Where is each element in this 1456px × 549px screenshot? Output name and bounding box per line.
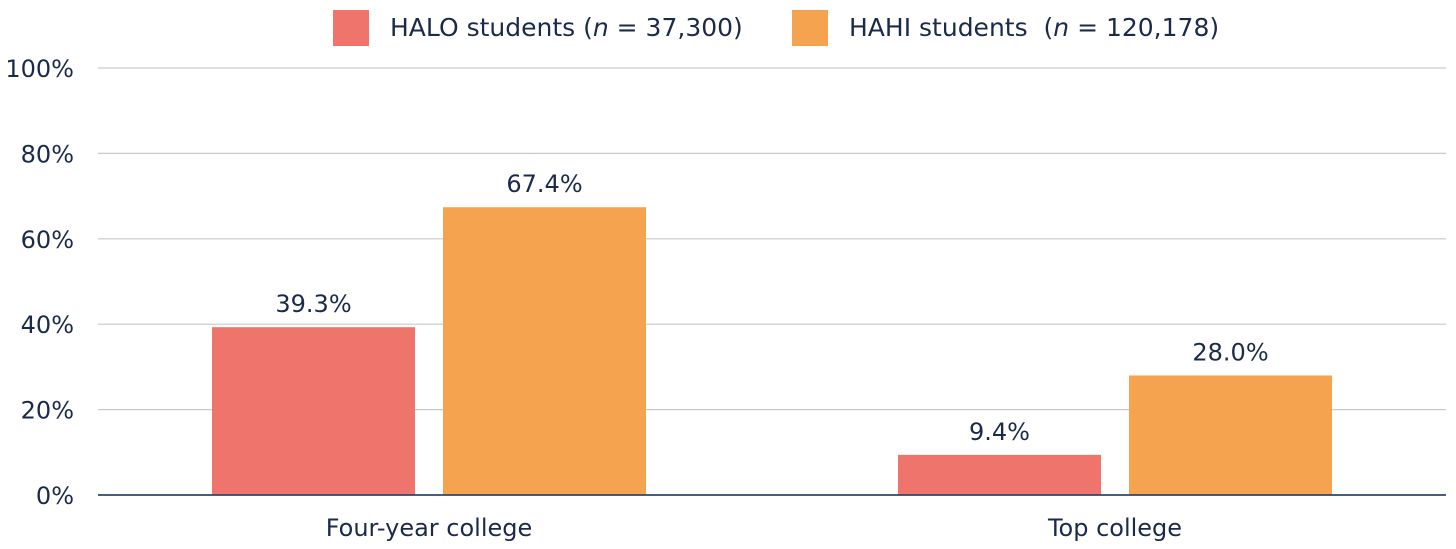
- y-tick-label: 0%: [36, 482, 74, 510]
- legend-label-hahi: HAHI students (n = 120,178): [849, 13, 1219, 43]
- bar: [1129, 375, 1332, 495]
- legend-label-hahi-suffix: = 120,178): [1069, 13, 1220, 42]
- category-label: Four-year college: [326, 514, 533, 542]
- y-tick-label: 80%: [21, 140, 74, 168]
- y-tick-label: 40%: [21, 311, 74, 339]
- legend-swatch-halo: [333, 10, 369, 46]
- legend-label-halo: HALO students (n = 37,300): [390, 13, 743, 43]
- legend: HALO students (n = 37,300) HAHI students…: [0, 8, 1456, 48]
- y-tick-label: 60%: [21, 226, 74, 254]
- data-label: 67.4%: [506, 170, 582, 198]
- legend-swatch-hahi: [792, 10, 828, 46]
- legend-label-halo-n: n: [592, 13, 609, 42]
- legend-label-hahi-n: n: [1053, 13, 1070, 42]
- data-label: 39.3%: [275, 290, 351, 318]
- legend-label-hahi-prefix: HAHI students (: [849, 13, 1054, 42]
- data-label: 9.4%: [969, 418, 1030, 446]
- legend-label-halo-prefix: HALO students (: [390, 13, 593, 42]
- legend-label-halo-suffix: = 37,300): [608, 13, 743, 42]
- bar: [898, 454, 1101, 495]
- category-label: Top college: [1047, 514, 1182, 542]
- y-tick-label: 20%: [21, 397, 74, 425]
- bar: [443, 207, 646, 495]
- y-tick-label: 100%: [5, 55, 74, 83]
- data-label: 28.0%: [1192, 338, 1268, 366]
- bar: [212, 327, 415, 495]
